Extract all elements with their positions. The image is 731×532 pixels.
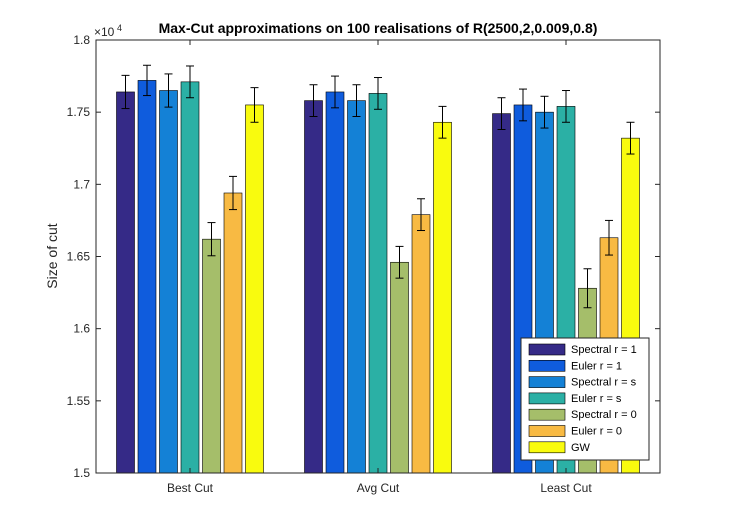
legend: Spectral r = 1 Euler r = 1 Spectral r = s E…	[520, 337, 650, 461]
x-tick-label: Best Cut	[167, 481, 214, 495]
y-tick-label: 1.75	[67, 105, 91, 119]
legend-label: Spectral r = s	[571, 377, 637, 389]
legend-label: Euler r = s	[571, 393, 622, 405]
legend-label: Spectral r = 0	[571, 409, 637, 421]
bar	[159, 90, 178, 474]
legend-label: Spectral r = 1	[571, 344, 637, 356]
y-exponent-label: ×10 4	[94, 23, 122, 39]
y-tick-label: 1.6	[73, 322, 90, 336]
bar	[304, 100, 323, 474]
legend-label: Euler r = 1	[571, 360, 622, 372]
legend-swatch	[528, 441, 566, 454]
legend-swatch	[528, 392, 566, 405]
y-tick-label: 1.65	[67, 250, 91, 264]
bar	[411, 214, 431, 474]
bar	[368, 93, 388, 474]
bar	[433, 121, 452, 474]
svg-text:×10: ×10	[94, 25, 115, 39]
bar	[390, 261, 409, 474]
bar	[116, 91, 135, 474]
y-tick-label: 1.5	[73, 466, 90, 480]
legend-label: Euler r = 0	[571, 426, 622, 438]
bar	[325, 91, 345, 474]
legend-swatch	[528, 359, 566, 372]
legend-swatch	[528, 408, 566, 421]
legend-swatch	[528, 343, 566, 356]
bar	[202, 238, 221, 474]
y-axis-label: Size of cut	[44, 223, 60, 288]
y-tick-label: 1.8	[73, 33, 90, 47]
x-axis: Best Cut Avg Cut Least Cut	[167, 40, 592, 495]
bar	[245, 104, 264, 474]
bar	[492, 113, 511, 474]
errorbars-layer	[121, 64, 635, 309]
legend-label: GW	[571, 442, 591, 454]
bar	[347, 100, 366, 474]
legend-items: Spectral r = 1 Euler r = 1 Spectral r = s E…	[528, 343, 637, 454]
x-tick-label: Least Cut	[540, 481, 592, 495]
x-tick-label: Avg Cut	[357, 481, 400, 495]
chart-title: Max-Cut approximations on 100 realisatio…	[159, 20, 598, 36]
legend-swatch	[528, 425, 566, 437]
bar	[137, 80, 157, 474]
y-tick-label: 1.7	[73, 177, 90, 191]
y-axis: 1.5 1.55 1.6 1.65 1.7 1.75 1.8	[67, 33, 660, 480]
svg-text:4: 4	[117, 23, 122, 33]
legend-swatch	[528, 376, 566, 388]
y-tick-label: 1.55	[67, 394, 91, 408]
bar	[180, 81, 200, 474]
bar	[223, 192, 243, 474]
